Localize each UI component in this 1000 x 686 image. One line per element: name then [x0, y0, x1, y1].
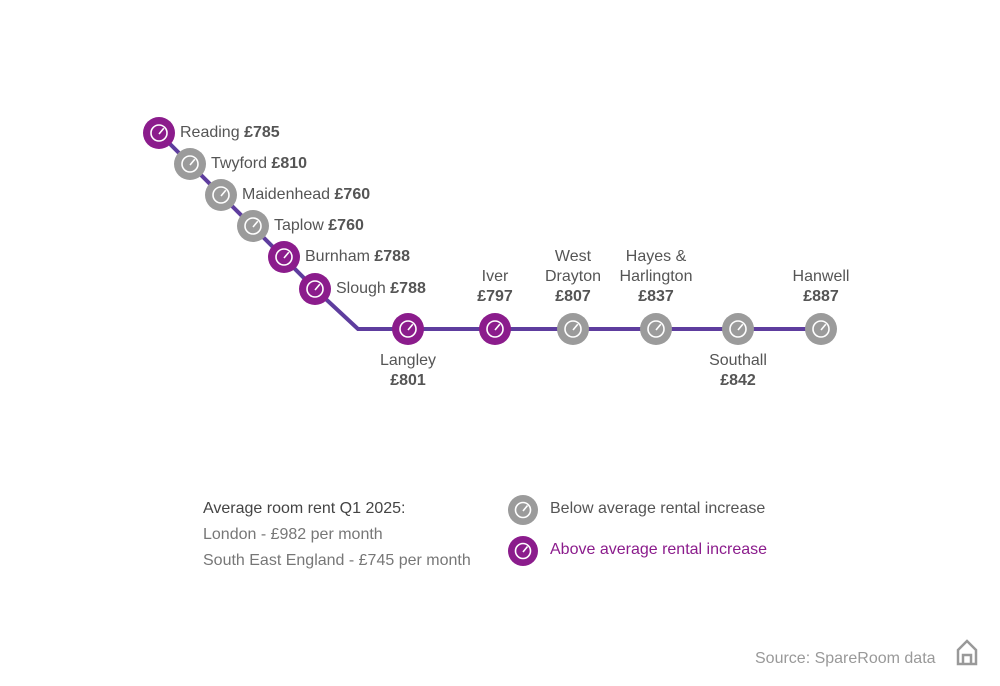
- source: Source: SpareRoom data: [755, 650, 936, 667]
- station-label: Langley £801: [368, 351, 448, 391]
- station-label: Maidenhead £760: [242, 185, 370, 205]
- station-icon: [494, 323, 501, 331]
- station-name: Twyford: [211, 155, 268, 172]
- station-icon: [820, 323, 827, 331]
- station-icon: [407, 323, 414, 331]
- station-name: Burnham: [305, 248, 370, 265]
- station-label: Southall £842: [698, 351, 778, 391]
- station-icon: [729, 320, 747, 338]
- station-icon: [514, 542, 532, 560]
- station-icon: [314, 283, 321, 291]
- station-name: Langley: [379, 352, 437, 369]
- station-icon: [522, 504, 529, 512]
- station-label: Reading £785: [180, 123, 280, 143]
- station-icon: [486, 320, 504, 338]
- info-box: Average room rent Q1 2025: London - £982…: [203, 496, 471, 574]
- station-icon: [572, 323, 579, 331]
- station-icon: [275, 248, 293, 266]
- info-line: London - £982 per month: [203, 526, 383, 543]
- station-label: Slough £788: [336, 279, 426, 299]
- station-label: Hayes & Harlington £837: [611, 247, 701, 307]
- station-name: Hayes & Harlington: [619, 248, 693, 285]
- station-label: Hanwell £887: [781, 267, 861, 307]
- station-icon: [522, 545, 529, 553]
- station-icon: [158, 127, 165, 135]
- station-rent: £807: [555, 288, 591, 305]
- station-icon: [220, 189, 227, 197]
- station-rent: £788: [374, 248, 410, 265]
- station-icon: [737, 323, 744, 331]
- station-label: Iver £797: [465, 267, 525, 307]
- station-icon: [244, 217, 262, 235]
- station-rent: £801: [390, 372, 426, 389]
- station-name: Reading: [180, 124, 240, 141]
- station-icon: [655, 323, 662, 331]
- station-label: Taplow £760: [274, 216, 364, 236]
- station-icon: [283, 251, 290, 259]
- info-title: Average room rent Q1 2025:: [203, 500, 406, 517]
- station-icon: [252, 220, 259, 228]
- station-rent: £788: [390, 280, 426, 297]
- station-icon: [514, 501, 532, 519]
- station-rent: £842: [720, 372, 756, 389]
- station-label: West Drayton £807: [538, 247, 608, 307]
- legend-label: Below average rental increase: [550, 500, 766, 517]
- station-name: Taplow: [274, 217, 324, 234]
- station-label: Burnham £788: [305, 247, 410, 267]
- station-icon: [212, 186, 230, 204]
- station-name: Iver: [481, 268, 509, 285]
- station-name: West Drayton: [544, 248, 602, 285]
- station-rent: £760: [328, 217, 364, 234]
- station-rent: £810: [271, 155, 308, 172]
- station-rent: £797: [477, 288, 513, 305]
- station-label: Twyford £810: [211, 154, 307, 174]
- station-icon: [181, 155, 199, 173]
- station-name: Southall: [709, 352, 767, 369]
- station-rent: £760: [334, 186, 371, 203]
- station-icon: [306, 280, 324, 298]
- station-rent: £785: [244, 124, 280, 141]
- station-name: Hanwell: [792, 268, 850, 285]
- legend-label: Above average rental increase: [550, 541, 768, 558]
- station-name: Slough: [336, 280, 386, 297]
- rail-line: [157, 131, 821, 331]
- station-rent: £837: [638, 288, 674, 305]
- info-line: South East England - £745 per month: [203, 552, 471, 569]
- station-name: Maidenhead: [242, 186, 331, 203]
- station-icon: [812, 320, 830, 338]
- logo-icon: [956, 639, 978, 666]
- station-icon: [189, 158, 196, 166]
- station-rent: £887: [803, 288, 839, 305]
- station-icon: [564, 320, 582, 338]
- station-icon: [399, 320, 417, 338]
- station-icon: [647, 320, 665, 338]
- station-icon: [150, 124, 168, 142]
